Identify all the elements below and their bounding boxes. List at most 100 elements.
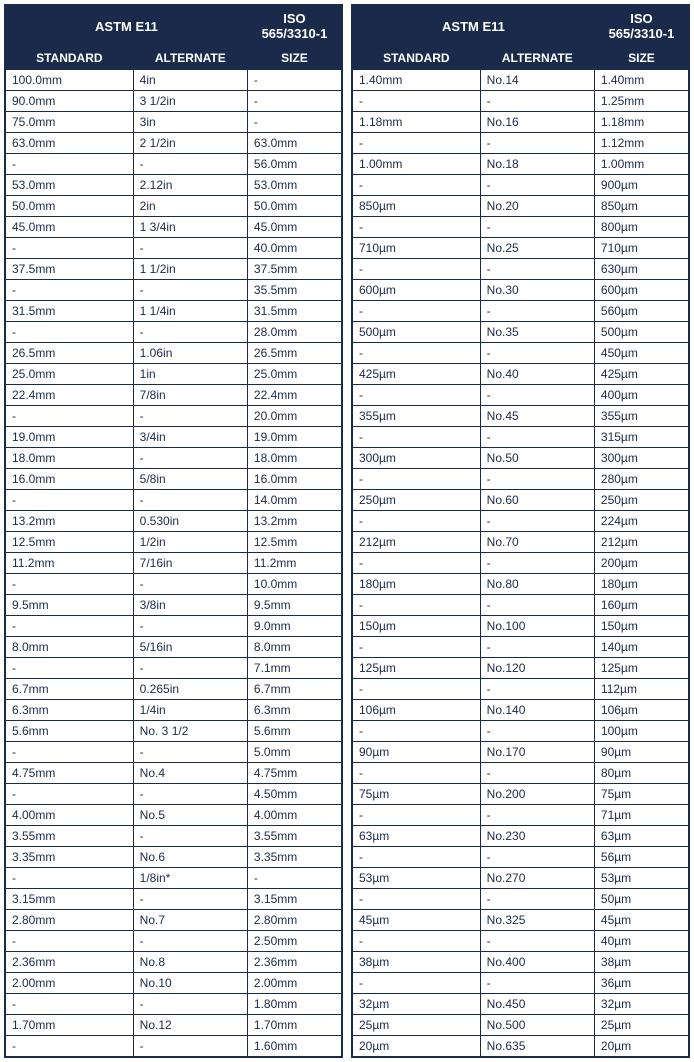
cell-alternate: - [133, 238, 247, 259]
cell-standard: - [353, 259, 481, 280]
cell-size: 71µm [594, 805, 688, 826]
cell-alternate: 5/16in [133, 637, 247, 658]
cell-standard: - [353, 973, 481, 994]
cell-standard: - [353, 931, 481, 952]
cell-standard: 250µm [353, 490, 481, 511]
cell-alternate: - [480, 343, 594, 364]
cell-standard: - [6, 784, 134, 805]
table-row: 50.0mm2in50.0mm [6, 196, 342, 217]
cell-alternate: No.18 [480, 154, 594, 175]
cell-alternate: 1in [133, 364, 247, 385]
table-row: 3.35mmNo.63.35mm [6, 847, 342, 868]
cell-alternate: No.10 [133, 973, 247, 994]
cell-size: 50µm [594, 889, 688, 910]
cell-standard: 26.5mm [6, 343, 134, 364]
cell-standard: 500µm [353, 322, 481, 343]
table-row: --560µm [353, 301, 689, 322]
cell-standard: 75.0mm [6, 112, 134, 133]
table-row: -1/8in*- [6, 868, 342, 889]
cell-size: 100µm [594, 721, 688, 742]
cell-standard: 1.00mm [353, 154, 481, 175]
cell-standard: 12.5mm [6, 532, 134, 553]
cell-size: 1.70mm [247, 1015, 341, 1036]
cell-standard: 3.35mm [6, 847, 134, 868]
table-row: --2.50mm [6, 931, 342, 952]
cell-size: 80µm [594, 763, 688, 784]
cell-standard: - [353, 343, 481, 364]
cell-standard: - [353, 175, 481, 196]
cell-alternate: 3 1/2in [133, 91, 247, 112]
cell-alternate: - [480, 763, 594, 784]
cell-standard: - [6, 658, 134, 679]
table-row: --56µm [353, 847, 689, 868]
cell-size: 16.0mm [247, 469, 341, 490]
cell-alternate: 1/4in [133, 700, 247, 721]
cell-size: 280µm [594, 469, 688, 490]
cell-standard: 4.00mm [6, 805, 134, 826]
cell-standard: - [6, 616, 134, 637]
cell-size: 106µm [594, 700, 688, 721]
cell-size: - [247, 91, 341, 112]
cell-alternate: 1 1/2in [133, 259, 247, 280]
cell-size: 38µm [594, 952, 688, 973]
cell-size: 25µm [594, 1015, 688, 1036]
cell-alternate: - [133, 889, 247, 910]
table-row: 6.3mm1/4in6.3mm [6, 700, 342, 721]
table-row: 13.2mm0.530in13.2mm [6, 511, 342, 532]
table-row: 1.70mmNo.121.70mm [6, 1015, 342, 1036]
cell-alternate: No.635 [480, 1036, 594, 1057]
table-row: --36µm [353, 973, 689, 994]
cell-size: 56.0mm [247, 154, 341, 175]
right-panel: ASTM E11 ISO 565/3310-1 STANDARD ALTERNA… [351, 4, 690, 1058]
cell-standard: 6.3mm [6, 700, 134, 721]
cell-size: 4.00mm [247, 805, 341, 826]
cell-standard: - [353, 217, 481, 238]
cell-size: 112µm [594, 679, 688, 700]
table-row: 19.0mm3/4in19.0mm [6, 427, 342, 448]
header-alternate: ALTERNATE [133, 47, 247, 70]
table-row: --56.0mm [6, 154, 342, 175]
table-row: --5.0mm [6, 742, 342, 763]
cell-alternate: No.40 [480, 364, 594, 385]
cell-alternate: 7/16in [133, 553, 247, 574]
table-row: 8.0mm5/16in8.0mm [6, 637, 342, 658]
table-row: 38µmNo.40038µm [353, 952, 689, 973]
cell-size: 56µm [594, 847, 688, 868]
table-row: --20.0mm [6, 406, 342, 427]
cell-size: 1.80mm [247, 994, 341, 1015]
cell-alternate: - [480, 91, 594, 112]
cell-size: 160µm [594, 595, 688, 616]
header-iso: ISO 565/3310-1 [247, 6, 341, 47]
cell-alternate: - [480, 973, 594, 994]
table-row: --40.0mm [6, 238, 342, 259]
cell-standard: 75µm [353, 784, 481, 805]
cell-alternate: - [133, 490, 247, 511]
cell-standard: - [353, 679, 481, 700]
table-row: --160µm [353, 595, 689, 616]
cell-alternate: - [133, 742, 247, 763]
cell-size: 20µm [594, 1036, 688, 1057]
cell-standard: 125µm [353, 658, 481, 679]
cell-alternate: No.60 [480, 490, 594, 511]
table-row: 63.0mm2 1/2in63.0mm [6, 133, 342, 154]
cell-size: 600µm [594, 280, 688, 301]
cell-alternate: No.45 [480, 406, 594, 427]
cell-alternate: - [133, 280, 247, 301]
cell-standard: 19.0mm [6, 427, 134, 448]
cell-standard: 63.0mm [6, 133, 134, 154]
cell-size: 75µm [594, 784, 688, 805]
cell-size: 3.35mm [247, 847, 341, 868]
cell-size: 18.0mm [247, 448, 341, 469]
cell-alternate: - [480, 385, 594, 406]
table-row: --50µm [353, 889, 689, 910]
table-row: 32µmNo.45032µm [353, 994, 689, 1015]
cell-standard: 9.5mm [6, 595, 134, 616]
cell-size: 36µm [594, 973, 688, 994]
cell-standard: 2.80mm [6, 910, 134, 931]
tables-container: ASTM E11 ISO 565/3310-1 STANDARD ALTERNA… [0, 0, 694, 1062]
cell-alternate: 1 1/4in [133, 301, 247, 322]
sieve-table-right: ASTM E11 ISO 565/3310-1 STANDARD ALTERNA… [352, 5, 689, 1057]
table-row: 25.0mm1in25.0mm [6, 364, 342, 385]
cell-standard: 22.4mm [6, 385, 134, 406]
cell-size: 355µm [594, 406, 688, 427]
